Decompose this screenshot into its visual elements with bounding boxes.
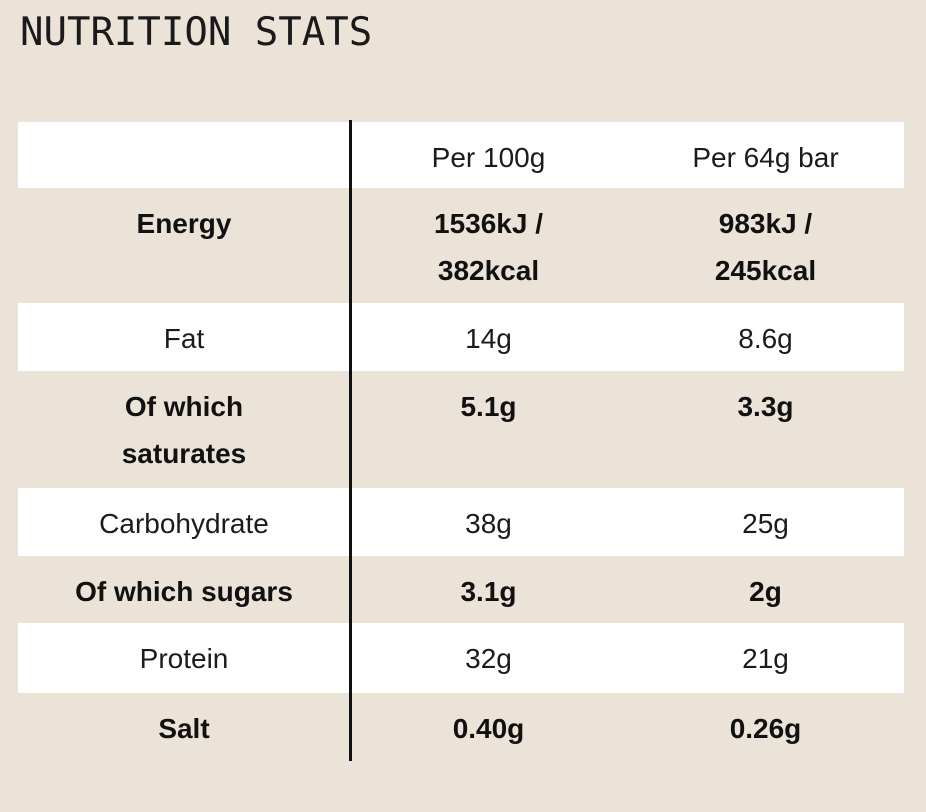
value-per-64g-bar: 3.3g: [737, 391, 794, 422]
value-per-100g: 32g: [465, 643, 512, 674]
row-label: Salt: [158, 713, 210, 744]
column-header-per-100g: Per 100g: [431, 142, 546, 173]
table-row-salt: Salt 0.40g 0.26g: [18, 693, 904, 762]
value-per-100g: 5.1g: [460, 391, 517, 422]
nutrition-table-grid: Per 100g Per 64g bar Energy 1536kJ / 382…: [18, 122, 904, 762]
row-label: Of which sugars: [75, 576, 293, 607]
nutrition-table: Per 100g Per 64g bar Energy 1536kJ / 382…: [18, 120, 904, 762]
table-row-protein: Protein 32g 21g: [18, 623, 904, 693]
row-label: Fat: [163, 323, 205, 354]
value-per-100g: 0.40g: [452, 713, 525, 744]
column-header-blank: [18, 122, 350, 188]
value-per-64g-bar: 2g: [749, 576, 782, 607]
value-per-64g-bar: 983kJ / 245kcal: [714, 208, 817, 286]
value-per-100g: 1536kJ / 382kcal: [434, 208, 543, 286]
page-title: NUTRITION STATS: [20, 10, 373, 55]
value-per-64g-bar: 8.6g: [738, 323, 793, 354]
column-header-per-64g-bar: Per 64g bar: [692, 142, 839, 173]
value-per-64g-bar: 21g: [742, 643, 789, 674]
table-row-carbohydrate: Carbohydrate 38g 25g: [18, 488, 904, 556]
table-row-saturates: Of which saturates 5.1g 3.3g: [18, 371, 904, 488]
table-row-energy: Energy 1536kJ / 382kcal 983kJ / 245kcal: [18, 188, 904, 303]
row-label: Carbohydrate: [99, 508, 269, 539]
column-divider-line: [349, 120, 352, 761]
row-label: Energy: [136, 208, 232, 239]
row-label: Protein: [139, 643, 229, 674]
row-label: Of which saturates: [121, 391, 247, 469]
table-row-sugars: Of which sugars 3.1g 2g: [18, 556, 904, 623]
table-row-fat: Fat 14g 8.6g: [18, 303, 904, 371]
value-per-100g: 38g: [465, 508, 512, 539]
table-header-row: Per 100g Per 64g bar: [18, 122, 904, 188]
value-per-100g: 14g: [465, 323, 512, 354]
value-per-64g-bar: 0.26g: [729, 713, 802, 744]
value-per-64g-bar: 25g: [742, 508, 789, 539]
value-per-100g: 3.1g: [460, 576, 517, 607]
